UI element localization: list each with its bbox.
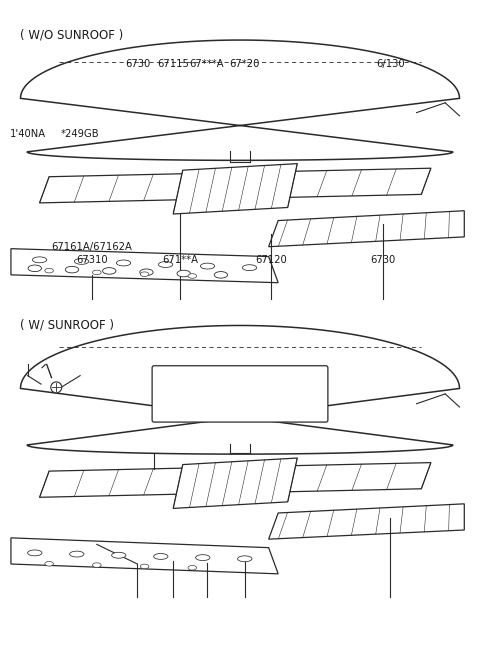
Ellipse shape <box>65 266 79 273</box>
Ellipse shape <box>242 265 257 271</box>
Ellipse shape <box>188 274 197 279</box>
Ellipse shape <box>238 556 252 562</box>
Ellipse shape <box>45 268 53 273</box>
Ellipse shape <box>74 258 89 264</box>
Polygon shape <box>173 164 297 214</box>
Ellipse shape <box>154 553 168 559</box>
Polygon shape <box>11 538 278 574</box>
Ellipse shape <box>112 553 126 558</box>
Text: 6/130: 6/130 <box>376 59 405 69</box>
FancyBboxPatch shape <box>152 366 328 422</box>
Text: 6730: 6730 <box>371 255 396 265</box>
Text: *249GB: *249GB <box>61 129 99 139</box>
Text: 671**A: 671**A <box>162 255 198 265</box>
Text: 1'40NA: 1'40NA <box>10 129 46 139</box>
Ellipse shape <box>140 269 153 275</box>
Text: 67120: 67120 <box>255 255 287 265</box>
Polygon shape <box>39 168 431 203</box>
Ellipse shape <box>93 563 101 568</box>
Ellipse shape <box>45 562 53 566</box>
Ellipse shape <box>140 564 149 569</box>
Ellipse shape <box>93 270 101 275</box>
Text: ( W/ SUNROOF ): ( W/ SUNROOF ) <box>21 319 114 332</box>
Circle shape <box>51 382 62 393</box>
Polygon shape <box>11 249 278 283</box>
Ellipse shape <box>70 551 84 557</box>
Ellipse shape <box>28 265 41 271</box>
Text: 67115: 67115 <box>157 59 189 69</box>
Ellipse shape <box>196 555 210 560</box>
Ellipse shape <box>33 257 47 263</box>
Polygon shape <box>39 463 431 497</box>
Ellipse shape <box>140 272 149 277</box>
Polygon shape <box>21 40 459 160</box>
Text: ( W/O SUNROOF ): ( W/O SUNROOF ) <box>21 29 124 42</box>
Polygon shape <box>21 325 459 454</box>
Ellipse shape <box>116 260 131 266</box>
Polygon shape <box>173 458 297 509</box>
Text: 6730: 6730 <box>125 59 150 69</box>
Text: 67161A/67162A: 67161A/67162A <box>52 242 132 252</box>
Ellipse shape <box>28 550 42 556</box>
Text: 67310: 67310 <box>76 255 108 265</box>
Text: 67*20: 67*20 <box>229 59 260 69</box>
Ellipse shape <box>200 263 215 269</box>
Polygon shape <box>269 504 464 539</box>
Polygon shape <box>269 211 464 247</box>
Ellipse shape <box>188 566 197 570</box>
Text: 67***A: 67***A <box>189 59 224 69</box>
Ellipse shape <box>158 261 173 267</box>
Ellipse shape <box>214 271 228 278</box>
Ellipse shape <box>103 267 116 274</box>
Ellipse shape <box>177 270 191 277</box>
